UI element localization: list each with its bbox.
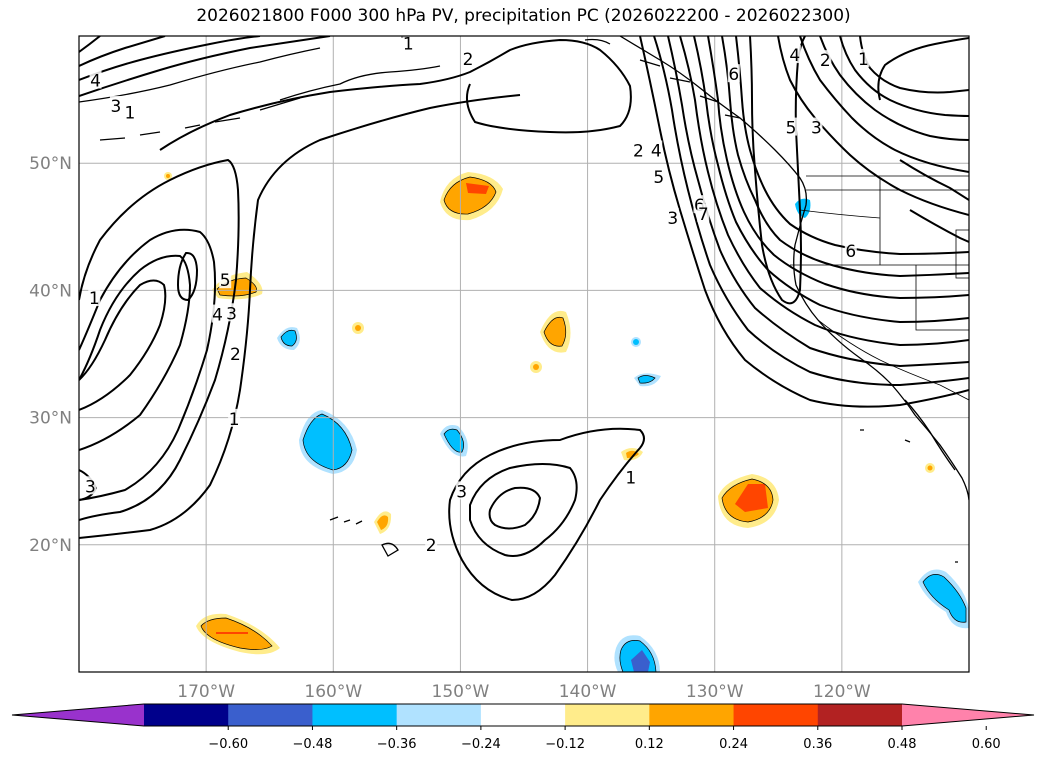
contour-label: 1 bbox=[625, 468, 636, 488]
contour-label-bg bbox=[788, 45, 801, 64]
contour-label-bg bbox=[652, 167, 665, 186]
contour-label-bg bbox=[819, 50, 832, 69]
contour-label: 3 bbox=[226, 304, 237, 324]
contour-label-bg bbox=[88, 288, 101, 307]
contour-label-bg bbox=[857, 48, 870, 67]
colorbar-tick-label: 0.48 bbox=[888, 737, 917, 752]
x-tick-label: 130°W bbox=[686, 682, 744, 702]
y-tick-label: 50°N bbox=[29, 154, 72, 174]
contour-label: 3 bbox=[456, 482, 467, 502]
contour-label: 3 bbox=[110, 97, 121, 117]
colorbar-tick-label: −0.12 bbox=[545, 737, 585, 752]
map-title: 2026021800 F000 300 hPa PV, precipitatio… bbox=[196, 6, 851, 26]
colorbar-tick-label: 0.12 bbox=[635, 737, 664, 752]
y-tick-label: 30°N bbox=[29, 409, 72, 429]
colorbar-segment bbox=[480, 704, 566, 726]
colorbar-segment bbox=[144, 704, 229, 726]
contour-label: 6 bbox=[845, 242, 856, 262]
contour-label-bg bbox=[810, 117, 823, 136]
colorbar-tick-label: −0.48 bbox=[293, 737, 333, 752]
pv-contours bbox=[79, 36, 969, 602]
contour-label: 3 bbox=[811, 119, 822, 139]
contour-label: 1 bbox=[89, 289, 100, 309]
contour-labels: 15432131342132212453676421536 bbox=[84, 35, 870, 556]
contour-label: 4 bbox=[789, 46, 800, 66]
contour-label: 7 bbox=[698, 205, 709, 225]
x-tick-label: 120°W bbox=[813, 682, 871, 702]
x-tick-label: 150°W bbox=[432, 682, 490, 702]
colorbar-tick-label: 0.60 bbox=[972, 737, 1001, 752]
colorbar-segment bbox=[228, 704, 313, 726]
contour-label-bg bbox=[666, 207, 679, 226]
contour-label: 5 bbox=[220, 271, 231, 291]
contour-label-bg bbox=[462, 48, 475, 67]
contour-label: 2 bbox=[426, 536, 437, 556]
contour-label-bg bbox=[109, 95, 122, 114]
contour-label-bg bbox=[402, 36, 415, 52]
contour-label-bg bbox=[727, 64, 740, 83]
contour-label: 4 bbox=[212, 306, 223, 326]
contour-label: 5 bbox=[653, 168, 664, 188]
contour-label: 2 bbox=[820, 51, 831, 71]
contour-label: 1 bbox=[124, 103, 135, 123]
contour-label-bg bbox=[219, 270, 232, 289]
contour-label: 3 bbox=[667, 209, 678, 229]
map-area: 15432131342132212453676421536 bbox=[79, 35, 969, 672]
colorbar-segment bbox=[312, 704, 398, 726]
contour-label: 1 bbox=[229, 410, 240, 430]
colorbar-tick-label: −0.60 bbox=[208, 737, 248, 752]
contour-label: 2 bbox=[633, 141, 644, 161]
y-tick-label: 40°N bbox=[29, 281, 72, 301]
x-tick-label: 170°W bbox=[177, 682, 235, 702]
contour-label-bg bbox=[211, 304, 224, 323]
colorbar: −0.60 −0.48 −0.36 −0.24 −0.12 0.12 0.24 0.36 0.4… bbox=[11, 703, 1035, 752]
precip-shading bbox=[164, 172, 969, 672]
contour-label: 4 bbox=[651, 141, 662, 161]
contour-label-bg bbox=[225, 303, 238, 322]
contour-label-bg bbox=[84, 476, 97, 495]
colorbar-tick-label: −0.36 bbox=[377, 737, 417, 752]
axis-labels: 170°W 160°W 150°W 140°W 130°W 120°W 20°N 30°N 40… bbox=[29, 154, 871, 702]
x-tick-label: 160°W bbox=[304, 682, 362, 702]
colorbar-tick-label: 0.36 bbox=[803, 737, 832, 752]
contour-label-bg bbox=[425, 534, 438, 553]
contour-label-bg bbox=[89, 70, 102, 89]
contour-label: 3 bbox=[85, 477, 96, 497]
contour-label-bg bbox=[624, 467, 637, 486]
colorbar-outline bbox=[11, 703, 1035, 727]
contour-label: 4 bbox=[90, 72, 101, 92]
contour-label: 5 bbox=[786, 119, 797, 139]
contour-label-bg bbox=[785, 117, 797, 136]
contour-label: 1 bbox=[403, 35, 414, 55]
colorbar-segment bbox=[565, 704, 650, 726]
contour-label: 2 bbox=[230, 345, 241, 365]
contour-label-bg bbox=[228, 408, 241, 427]
map-frame bbox=[78, 35, 970, 673]
contour-label-bg bbox=[455, 481, 468, 500]
colorbar-segment bbox=[649, 704, 735, 726]
colorbar-extend-max bbox=[902, 704, 1034, 726]
contour-label-bg bbox=[844, 240, 857, 259]
state-borders bbox=[790, 175, 969, 401]
contour-label-bg bbox=[229, 344, 242, 362]
colorbar-tick-label: −0.24 bbox=[461, 737, 501, 752]
colorbar-segment bbox=[396, 704, 482, 726]
coastlines bbox=[79, 36, 969, 563]
contour-label-bg bbox=[697, 204, 710, 223]
contour-label: 1 bbox=[858, 50, 869, 70]
colorbar-extend-min bbox=[12, 704, 144, 726]
colorbar-segment bbox=[817, 704, 903, 726]
contour-label: 2 bbox=[463, 50, 474, 70]
colorbar-tick-label: 0.24 bbox=[719, 737, 748, 752]
contour-label-bg bbox=[650, 140, 663, 159]
colorbar-segment bbox=[733, 704, 819, 726]
contour-label: 6 bbox=[728, 65, 739, 85]
y-tick-label: 20°N bbox=[29, 536, 72, 556]
x-tick-label: 140°W bbox=[559, 682, 617, 702]
contour-label-bg bbox=[632, 140, 645, 159]
contour-label-bg bbox=[123, 102, 136, 121]
